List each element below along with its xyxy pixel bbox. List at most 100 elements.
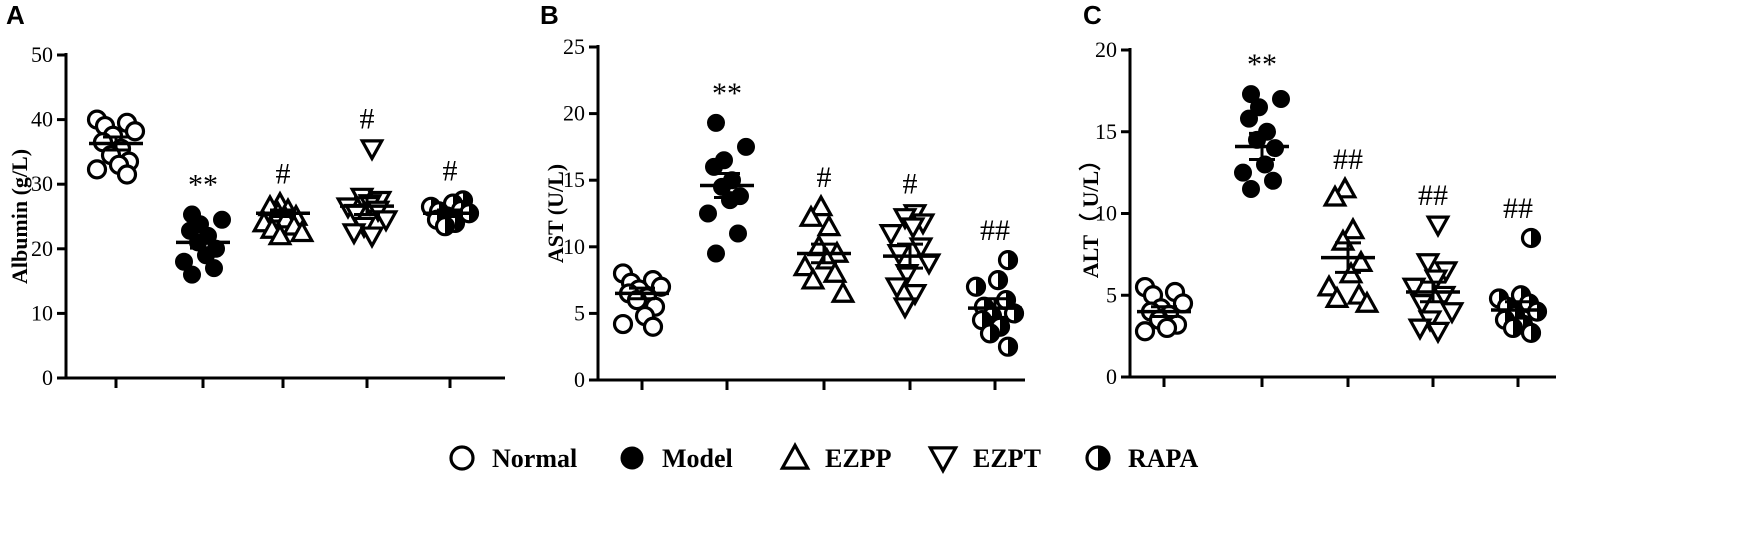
data-point: [900, 217, 926, 240]
legend-marker: [449, 445, 475, 471]
data-point: [205, 259, 223, 278]
legend-label: Normal: [492, 444, 577, 473]
significance-label: #: [276, 158, 291, 191]
data-point: [1242, 85, 1260, 104]
data-point: [1425, 321, 1451, 345]
data-point: [289, 219, 315, 243]
data-point: [816, 213, 842, 237]
data-point: [1409, 294, 1435, 317]
significance-label: #: [360, 103, 375, 136]
data-point: [729, 224, 747, 243]
y-tick-label: 20: [31, 236, 53, 261]
data-point: [892, 297, 918, 320]
y-tick-label: 0: [42, 365, 53, 390]
data-point: [1340, 216, 1366, 240]
y-tick-label: 10: [1095, 201, 1117, 226]
data-point: [1316, 274, 1342, 297]
y-tick-label: 10: [31, 300, 53, 325]
data-point: [175, 252, 193, 271]
data-point: [822, 260, 848, 283]
data-point: [1502, 317, 1524, 339]
y-tick-label: 50: [31, 42, 53, 67]
data-point: [902, 284, 928, 307]
y-tick-label: 20: [563, 101, 585, 126]
chart-panel-a: A 0 10 20 30 40 50 Albumin (g/L) ** # # #: [6, 0, 505, 390]
data-point: [1240, 109, 1258, 128]
group-model: **: [699, 77, 755, 390]
legend-item-ezpp: EZPP: [779, 442, 892, 473]
y-tick-label: 0: [1106, 364, 1117, 389]
group-model: **: [1234, 48, 1290, 387]
legend-marker: [1085, 445, 1111, 471]
legend-marker: [779, 442, 811, 470]
data-point: [1242, 179, 1260, 198]
data-point: [894, 264, 920, 287]
significance-label: ##: [980, 214, 1010, 247]
data-point: [1234, 163, 1252, 182]
data-point: [707, 113, 725, 132]
legend-label: EZPT: [973, 444, 1041, 473]
data-point: [705, 157, 723, 176]
group-normal: [86, 109, 146, 388]
data-point: [1407, 318, 1433, 342]
y-axis-title: Albumin (g/L): [7, 149, 32, 284]
data-point: [1332, 175, 1358, 199]
group-rapa: ##: [965, 214, 1025, 390]
data-point: [798, 204, 824, 227]
legend-item-rapa: RAPA: [1085, 444, 1199, 473]
y-tick-label: 25: [563, 34, 585, 59]
significance-label: ##: [1333, 143, 1363, 176]
data-point: [642, 316, 664, 337]
significance-label: **: [712, 77, 742, 110]
legend-label: Model: [662, 444, 733, 473]
data-point: [1423, 269, 1449, 292]
group-model: **: [175, 169, 231, 388]
data-point: [1156, 317, 1178, 339]
data-point: [267, 222, 293, 246]
data-point: [707, 244, 725, 263]
data-point: [808, 193, 834, 217]
data-point: [1134, 321, 1156, 342]
legend: Normal Model EZPP EZPT RAPA: [449, 442, 1199, 474]
data-point: [997, 336, 1019, 357]
group-rapa: ##: [1488, 192, 1548, 387]
data-point: [183, 265, 201, 284]
group-ezpp: #: [792, 161, 856, 390]
data-point: [86, 159, 108, 180]
data-point: [359, 139, 385, 162]
panel-letter: B: [540, 0, 559, 30]
data-point: [116, 164, 138, 185]
y-tick-label: 0: [574, 367, 585, 392]
data-point: [997, 250, 1019, 271]
data-point: [721, 191, 739, 210]
y-tick-label: 20: [1095, 37, 1117, 62]
data-point: [800, 267, 826, 290]
legend-marker: [620, 446, 644, 470]
data-point: [1425, 215, 1451, 239]
data-point: [1401, 277, 1427, 301]
y-tick-label: 5: [1106, 282, 1117, 307]
significance-label: **: [1247, 48, 1277, 81]
y-tick-label: 10: [563, 234, 585, 259]
y-tick-label: 15: [1095, 119, 1117, 144]
data-point: [1415, 253, 1441, 276]
data-point: [1250, 98, 1268, 117]
significance-label: ##: [1503, 192, 1533, 225]
y-tick-label: 30: [31, 171, 53, 196]
data-point: [124, 121, 146, 142]
data-point: [1264, 171, 1282, 190]
data-point: [612, 313, 634, 335]
legend-item-model: Model: [620, 444, 733, 473]
data-point: [1520, 227, 1542, 249]
data-point: [1348, 249, 1374, 272]
group-ezpt: #: [335, 103, 399, 388]
data-point: [1322, 184, 1348, 207]
legend-item-ezpt: EZPT: [927, 444, 1041, 474]
group-rapa: #: [420, 154, 480, 388]
data-point: [1354, 290, 1380, 313]
data-point: [830, 280, 856, 303]
data-point: [987, 270, 1009, 291]
group-normal: [1134, 276, 1194, 387]
